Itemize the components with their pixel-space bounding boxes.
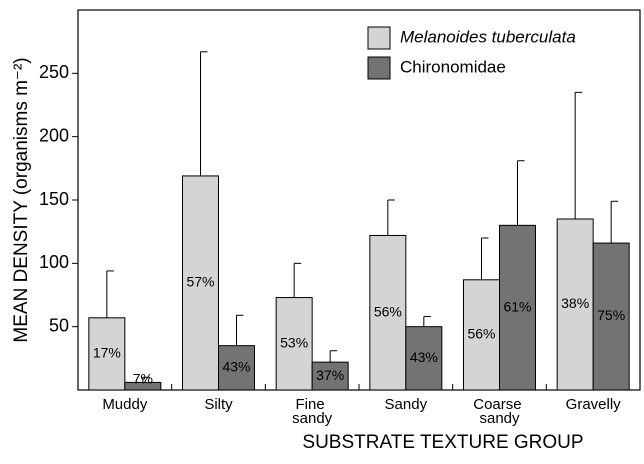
- y-tick-label: 250: [39, 62, 69, 82]
- legend-swatch: [367, 56, 391, 80]
- percent-label: 43%: [222, 359, 250, 375]
- y-tick-label: 100: [39, 252, 69, 272]
- bar: [88, 317, 126, 391]
- percent-label: 17%: [93, 345, 121, 361]
- bar: [592, 242, 630, 391]
- x-tick-label: Silty: [204, 396, 233, 413]
- bar: [369, 234, 407, 391]
- percent-label: 37%: [316, 367, 344, 383]
- x-tick-label: Coarse sandy: [473, 396, 526, 427]
- legend-label: Melanoides tuberculata: [400, 27, 576, 46]
- percent-label: 43%: [410, 349, 438, 365]
- plot-frame: [77, 9, 641, 391]
- percent-label: 75%: [597, 307, 625, 323]
- percent-label: 38%: [561, 295, 589, 311]
- y-axis-title: MEAN DENSITY (organisms m⁻²): [11, 57, 32, 342]
- y-tick-label: 150: [39, 189, 69, 209]
- x-tick-label: Gravelly: [566, 396, 622, 413]
- bar: [311, 361, 349, 391]
- legend-swatch: [367, 26, 391, 50]
- percent-label: 7%: [133, 371, 153, 387]
- x-tick-label: Sandy: [385, 396, 428, 413]
- bar: [124, 381, 162, 391]
- bar: [556, 218, 594, 391]
- x-axis-title: SUBSTRATE TEXTURE GROUP: [302, 432, 583, 453]
- bar: [463, 279, 500, 391]
- legend-label: Chironomidae: [400, 57, 506, 76]
- y-tick-label: 200: [39, 125, 69, 145]
- x-tick-label: Muddy: [102, 396, 148, 413]
- percent-label: 61%: [503, 298, 531, 314]
- x-tick-label: Fine sandy: [292, 396, 333, 427]
- bar: [182, 175, 219, 391]
- bar: [218, 345, 255, 391]
- bar: [405, 326, 443, 391]
- percent-label: 57%: [186, 274, 214, 290]
- percent-label: 53%: [280, 334, 308, 350]
- bar: [275, 297, 313, 391]
- bar: [499, 224, 536, 391]
- percent-label: 56%: [467, 326, 495, 342]
- y-tick-label: 50: [49, 315, 69, 335]
- percent-label: 56%: [374, 303, 402, 319]
